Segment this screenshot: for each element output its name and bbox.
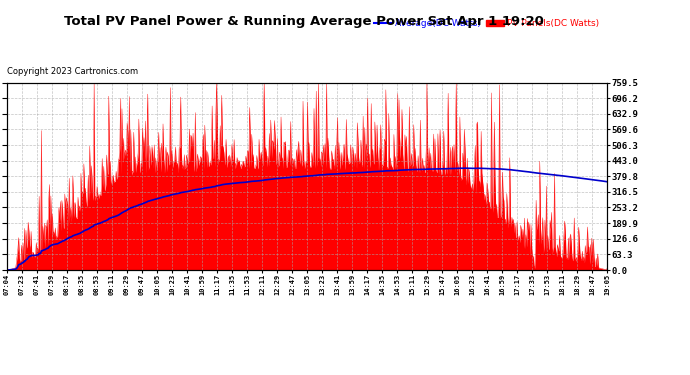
Text: Copyright 2023 Cartronics.com: Copyright 2023 Cartronics.com [7, 68, 138, 76]
Legend: Average(DC Watts), PV Panels(DC Watts): Average(DC Watts), PV Panels(DC Watts) [371, 16, 602, 32]
Text: Total PV Panel Power & Running Average Power Sat Apr 1 19:20: Total PV Panel Power & Running Average P… [63, 15, 544, 28]
